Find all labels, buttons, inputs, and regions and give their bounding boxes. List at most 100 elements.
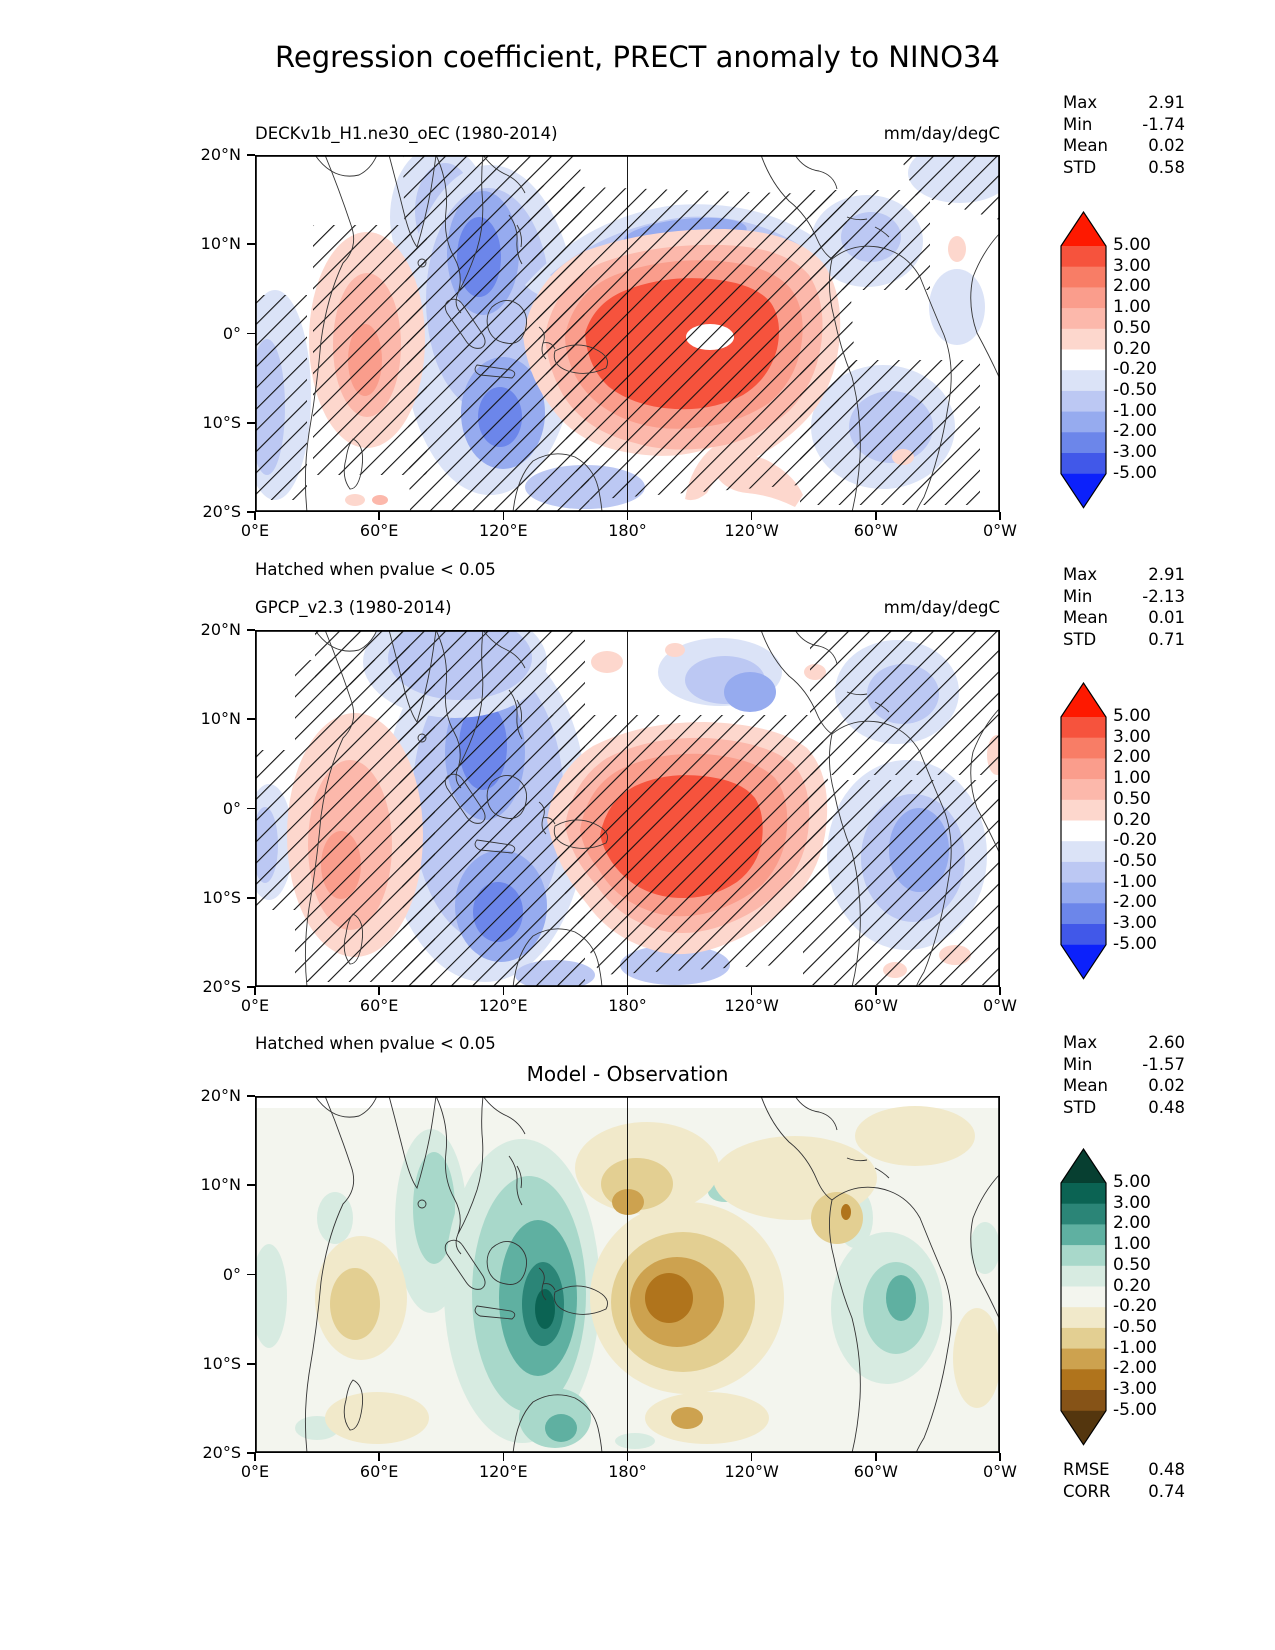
colorbar-tick-label: 5.00	[1113, 1172, 1151, 1192]
map-frame	[255, 1096, 1000, 1453]
x-tick-label: 60°W	[853, 1462, 898, 1481]
stat-value: -1.74	[1142, 114, 1185, 134]
map-frame	[255, 630, 1000, 987]
x-tick-label: 0°E	[240, 521, 270, 540]
stats-model: Max 2.91 Min -1.74 Mean 0.02 STD 0.58	[1063, 93, 1185, 179]
y-tick-mark	[247, 1095, 255, 1097]
x-tick-mark	[999, 512, 1001, 520]
map-diff	[255, 1096, 1000, 1453]
x-tick-mark	[875, 1453, 877, 1461]
y-tick-label: 0°	[222, 798, 241, 818]
footnote-model: Hatched when pvalue < 0.05	[255, 560, 496, 579]
stat-value: 0.02	[1148, 136, 1185, 155]
stats-obs: Max 2.91 Min -2.13 Mean 0.01 STD 0.71	[1063, 565, 1185, 651]
stat-value: -2.13	[1142, 586, 1185, 606]
y-tick-label: 10°S	[202, 887, 241, 907]
colorbar-tick-label: -3.00	[1113, 1379, 1157, 1399]
shading-negative-brown	[315, 1106, 1000, 1444]
colorbar-tick-label: -2.00	[1113, 421, 1157, 442]
stat-label: Max	[1063, 1033, 1098, 1052]
y-tick-mark	[247, 718, 255, 721]
colorbar-tick-label: -2.00	[1113, 1358, 1157, 1379]
y-tick-mark	[247, 511, 255, 513]
metrics-diff: RMSE 0.48 CORR 0.74	[1063, 1460, 1185, 1503]
x-tick-mark	[254, 987, 256, 995]
colorbar-tick-label: 2.00	[1113, 276, 1151, 297]
colorbar-tick-label: 0.50	[1113, 1254, 1151, 1275]
x-tick-label: 180°	[608, 521, 647, 540]
stat-label: Mean	[1063, 608, 1108, 627]
colorbar-tick-label: 0.20	[1113, 338, 1151, 359]
stat-label: Max	[1063, 565, 1098, 584]
stat-label: STD	[1063, 1097, 1097, 1117]
footnote-obs: Hatched when pvalue < 0.05	[255, 1034, 496, 1053]
colorbar-tick-label: -0.20	[1113, 1296, 1157, 1317]
y-tick-mark	[247, 807, 255, 810]
stat-value: 0.58	[1148, 157, 1185, 177]
colorbar-tick-label: 0.50	[1113, 317, 1151, 338]
panel-title-model: DECKv1b_H1.ne30_oEC (1980-2014)	[255, 124, 558, 143]
metric-value: 0.48	[1148, 1460, 1185, 1479]
colorbar-tick-label: -1.00	[1113, 400, 1157, 421]
y-tick-label: 10°S	[202, 1353, 241, 1373]
x-tick-label: 0°W	[983, 521, 1017, 540]
colorbar-obs	[1060, 682, 1107, 980]
y-tick-label: 0°	[222, 323, 241, 343]
colorbar-tick-label: -0.20	[1113, 830, 1157, 851]
stat-value: 2.91	[1148, 565, 1185, 584]
x-tick-label: 60°W	[853, 996, 898, 1015]
panel-units-obs: mm/day/degC	[883, 598, 1000, 617]
y-tick-mark	[247, 332, 255, 335]
x-tick-mark	[999, 987, 1001, 995]
colorbar-tick-label: 0.20	[1113, 809, 1151, 830]
y-tick-label: 10°S	[202, 412, 241, 432]
x-tick-mark	[626, 1453, 629, 1461]
y-tick-label: 20°S	[202, 1443, 241, 1462]
y-tick-label: 10°N	[200, 234, 241, 254]
x-tick-mark	[254, 512, 256, 520]
y-tick-mark	[247, 1362, 255, 1365]
y-tick-label: 0°	[222, 1264, 241, 1284]
y-tick-mark	[247, 896, 255, 899]
y-tick-mark	[247, 421, 255, 424]
stat-label: Min	[1063, 1054, 1093, 1074]
x-tick-label: 120°E	[479, 996, 528, 1015]
x-tick-label: 120°W	[724, 996, 779, 1015]
figure-title: Regression coefficient, PRECT anomaly to…	[275, 40, 1000, 74]
x-tick-mark	[750, 512, 753, 520]
colorbar-tick-label: -3.00	[1113, 913, 1157, 933]
y-tick-mark	[247, 1452, 255, 1454]
colorbar-tick-label: -0.20	[1113, 359, 1157, 380]
stat-label: Max	[1063, 93, 1098, 112]
x-tick-mark	[378, 512, 380, 520]
x-tick-mark	[750, 987, 753, 995]
x-tick-mark	[750, 1453, 753, 1461]
colorbar-tick-label: 0.50	[1113, 788, 1151, 809]
x-tick-label: 60°E	[359, 1462, 399, 1481]
panel-title-obs: GPCP_v2.3 (1980-2014)	[255, 598, 452, 617]
colorbar-tick-label: 0.20	[1113, 1275, 1151, 1296]
x-tick-label: 0°E	[240, 996, 270, 1015]
x-tick-label: 120°E	[479, 521, 528, 540]
stat-label: STD	[1063, 157, 1097, 177]
y-tick-label: 10°N	[200, 1175, 241, 1195]
stat-label: Mean	[1063, 1076, 1108, 1095]
x-tick-mark	[502, 512, 505, 520]
x-tick-mark	[254, 1453, 256, 1461]
colorbar-diff	[1060, 1148, 1107, 1446]
map-obs	[255, 630, 1000, 987]
stat-value: -1.57	[1142, 1054, 1185, 1074]
colorbar-tick-label: -2.00	[1113, 892, 1157, 913]
x-tick-mark	[999, 1453, 1001, 1461]
y-tick-mark	[247, 1184, 255, 1187]
stat-value: 2.60	[1148, 1033, 1185, 1052]
x-tick-mark	[502, 987, 505, 995]
colorbar-tick-label: 5.00	[1113, 706, 1151, 726]
colorbar-tick-label: 3.00	[1113, 726, 1151, 747]
metric-value: 0.74	[1148, 1481, 1185, 1501]
colorbar-tick-label: 2.00	[1113, 1213, 1151, 1234]
colorbar-tick-label: -0.50	[1113, 379, 1157, 400]
x-tick-label: 180°	[608, 1462, 647, 1481]
x-tick-mark	[378, 1453, 380, 1461]
x-tick-mark	[626, 512, 629, 520]
